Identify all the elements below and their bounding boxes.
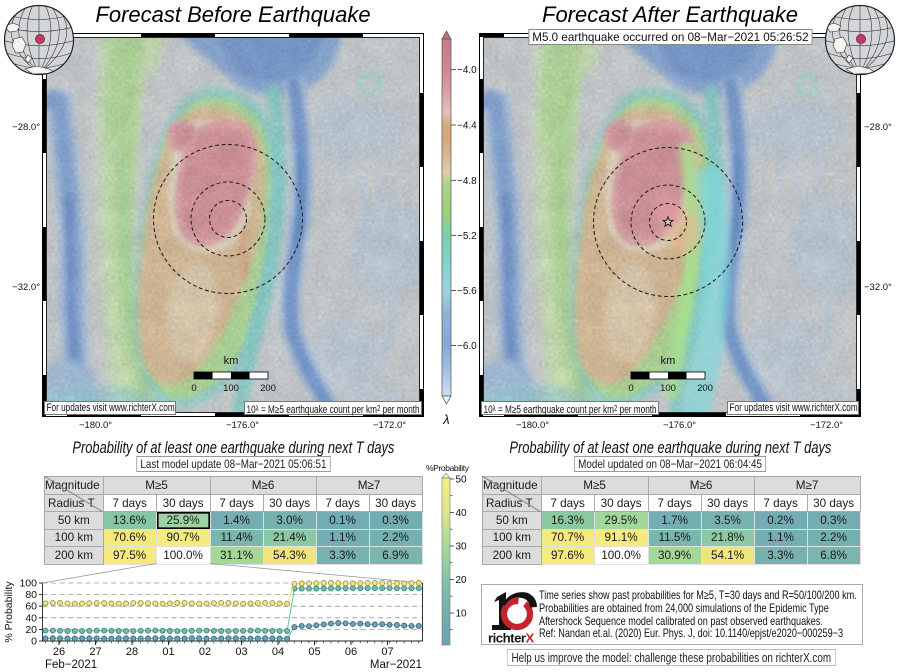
svg-text:06: 06 [345,646,357,658]
svg-text:−4.8: −4.8 [457,176,477,187]
svg-text:200: 200 [697,383,713,394]
svg-text:100: 100 [660,383,676,394]
svg-text:−6.0: −6.0 [457,341,477,352]
svg-text:28: 28 [126,646,138,658]
svg-text:km: km [224,355,239,367]
svg-text:%Probability: %Probability [426,463,470,473]
svg-text:km: km [661,355,676,367]
svg-text:05: 05 [308,646,320,658]
svg-text:λ: λ [442,412,449,427]
svg-text:27: 27 [89,646,101,658]
svg-text:80: 80 [25,589,37,601]
svg-text:−5.2: −5.2 [457,231,477,242]
svg-text:30: 30 [456,542,468,553]
svg-text:−4.4: −4.4 [457,121,477,132]
svg-text:10: 10 [456,609,468,620]
svg-text:03: 03 [235,646,247,658]
svg-text:Feb−2021: Feb−2021 [45,659,97,671]
svg-text:200: 200 [260,383,276,394]
svg-text:% Probability: % Probability [3,581,15,643]
svg-text:60: 60 [25,601,37,613]
svg-text:100: 100 [19,578,37,590]
svg-text:richterX: richterX [488,631,535,646]
svg-text:0: 0 [628,383,633,394]
svg-text:40: 40 [456,508,468,519]
svg-text:20: 20 [456,575,468,586]
svg-text:20: 20 [25,624,37,636]
svg-text:100: 100 [223,383,239,394]
svg-text:−5.6: −5.6 [457,286,477,297]
svg-text:Mar−2021: Mar−2021 [370,659,422,671]
svg-text:07: 07 [381,646,393,658]
svg-text:02: 02 [199,646,211,658]
svg-text:04: 04 [272,646,284,658]
svg-text:−4.0: −4.0 [457,65,477,76]
svg-text:0: 0 [31,636,37,648]
svg-text:01: 01 [162,646,174,658]
svg-text:40: 40 [25,612,37,624]
svg-text:50: 50 [456,475,468,486]
svg-text:0: 0 [191,383,196,394]
svg-text:26: 26 [53,646,65,658]
